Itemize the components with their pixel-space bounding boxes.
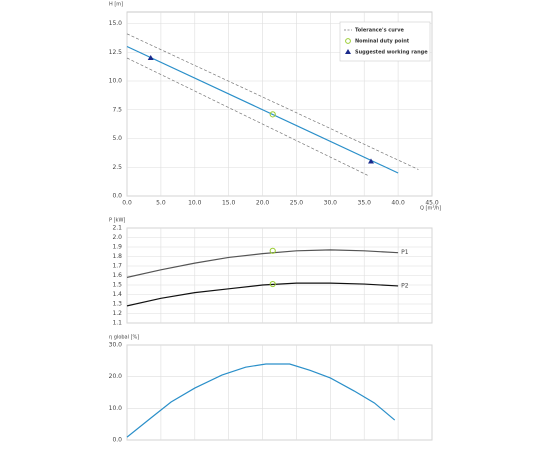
legend-swatch <box>345 38 351 44</box>
legend-swatch <box>345 49 351 54</box>
y-tick-label: 12.5 <box>109 49 123 56</box>
duty-point <box>269 247 276 254</box>
y-tick-label: 7.5 <box>112 106 122 113</box>
x-tick-label: 45.0 <box>425 200 439 207</box>
y-tick-label: 1.7 <box>112 263 122 270</box>
y-tick-label: 0.0 <box>112 193 122 200</box>
y-tick-label: 0.0 <box>112 437 122 444</box>
x-tick-label: 5.0 <box>156 200 166 207</box>
y-tick-label: 1.9 <box>112 244 122 251</box>
y-tick-label: 1.5 <box>112 282 122 289</box>
x-tick-label: 20.0 <box>256 200 270 207</box>
y-tick-label: 1.3 <box>112 301 122 308</box>
y-axis-label: η global [%] <box>109 335 139 341</box>
plot-frame <box>126 344 433 441</box>
y-tick-label: 10.0 <box>109 78 123 85</box>
curve-label: P2 <box>401 282 409 289</box>
range-marker <box>147 55 154 60</box>
legend-label: Nominal duty point <box>355 39 410 45</box>
y-tick-label: 15.0 <box>109 20 123 27</box>
curve <box>126 57 368 176</box>
x-tick-label: 10.0 <box>188 200 202 207</box>
y-tick-label: 1.2 <box>112 310 122 317</box>
y-tick-label: 1.4 <box>112 291 122 298</box>
curve <box>126 249 399 278</box>
curve <box>126 45 399 174</box>
y-tick-label: 1.6 <box>112 272 122 279</box>
x-tick-label: 40.0 <box>391 200 405 207</box>
y-tick-label: 1.8 <box>112 253 122 260</box>
y-axis-label: P [kW] <box>109 218 125 224</box>
y-tick-label: 1.1 <box>112 320 122 327</box>
y-tick-label: 2.1 <box>112 225 122 232</box>
y-tick-label: 2.5 <box>112 164 122 171</box>
legend-label: Tolerance's curve <box>355 28 405 34</box>
y-tick-label: 30.0 <box>109 342 123 349</box>
y-tick-label: 5.0 <box>112 135 122 142</box>
curve <box>126 33 419 170</box>
curve <box>126 282 399 307</box>
legend-box <box>339 21 431 62</box>
y-tick-label: 20.0 <box>109 373 123 380</box>
curve-label: P1 <box>401 249 409 256</box>
x-axis-label: Q [m³/h] <box>420 206 441 212</box>
range-marker <box>368 158 374 164</box>
y-tick-label: 2.0 <box>112 234 122 241</box>
y-tick-label: 10.0 <box>109 405 123 412</box>
x-tick-label: 30.0 <box>324 200 338 207</box>
legend-label: Suggested working range <box>355 50 428 56</box>
x-tick-label: 15.0 <box>222 200 236 207</box>
x-tick-label: 35.0 <box>358 200 372 207</box>
duty-point <box>269 280 276 288</box>
duty-point <box>269 111 276 118</box>
curve <box>126 363 396 438</box>
x-tick-label: 0.0 <box>122 200 132 207</box>
x-tick-label: 25.0 <box>290 200 304 207</box>
y-axis-label: H [m] <box>109 2 123 8</box>
